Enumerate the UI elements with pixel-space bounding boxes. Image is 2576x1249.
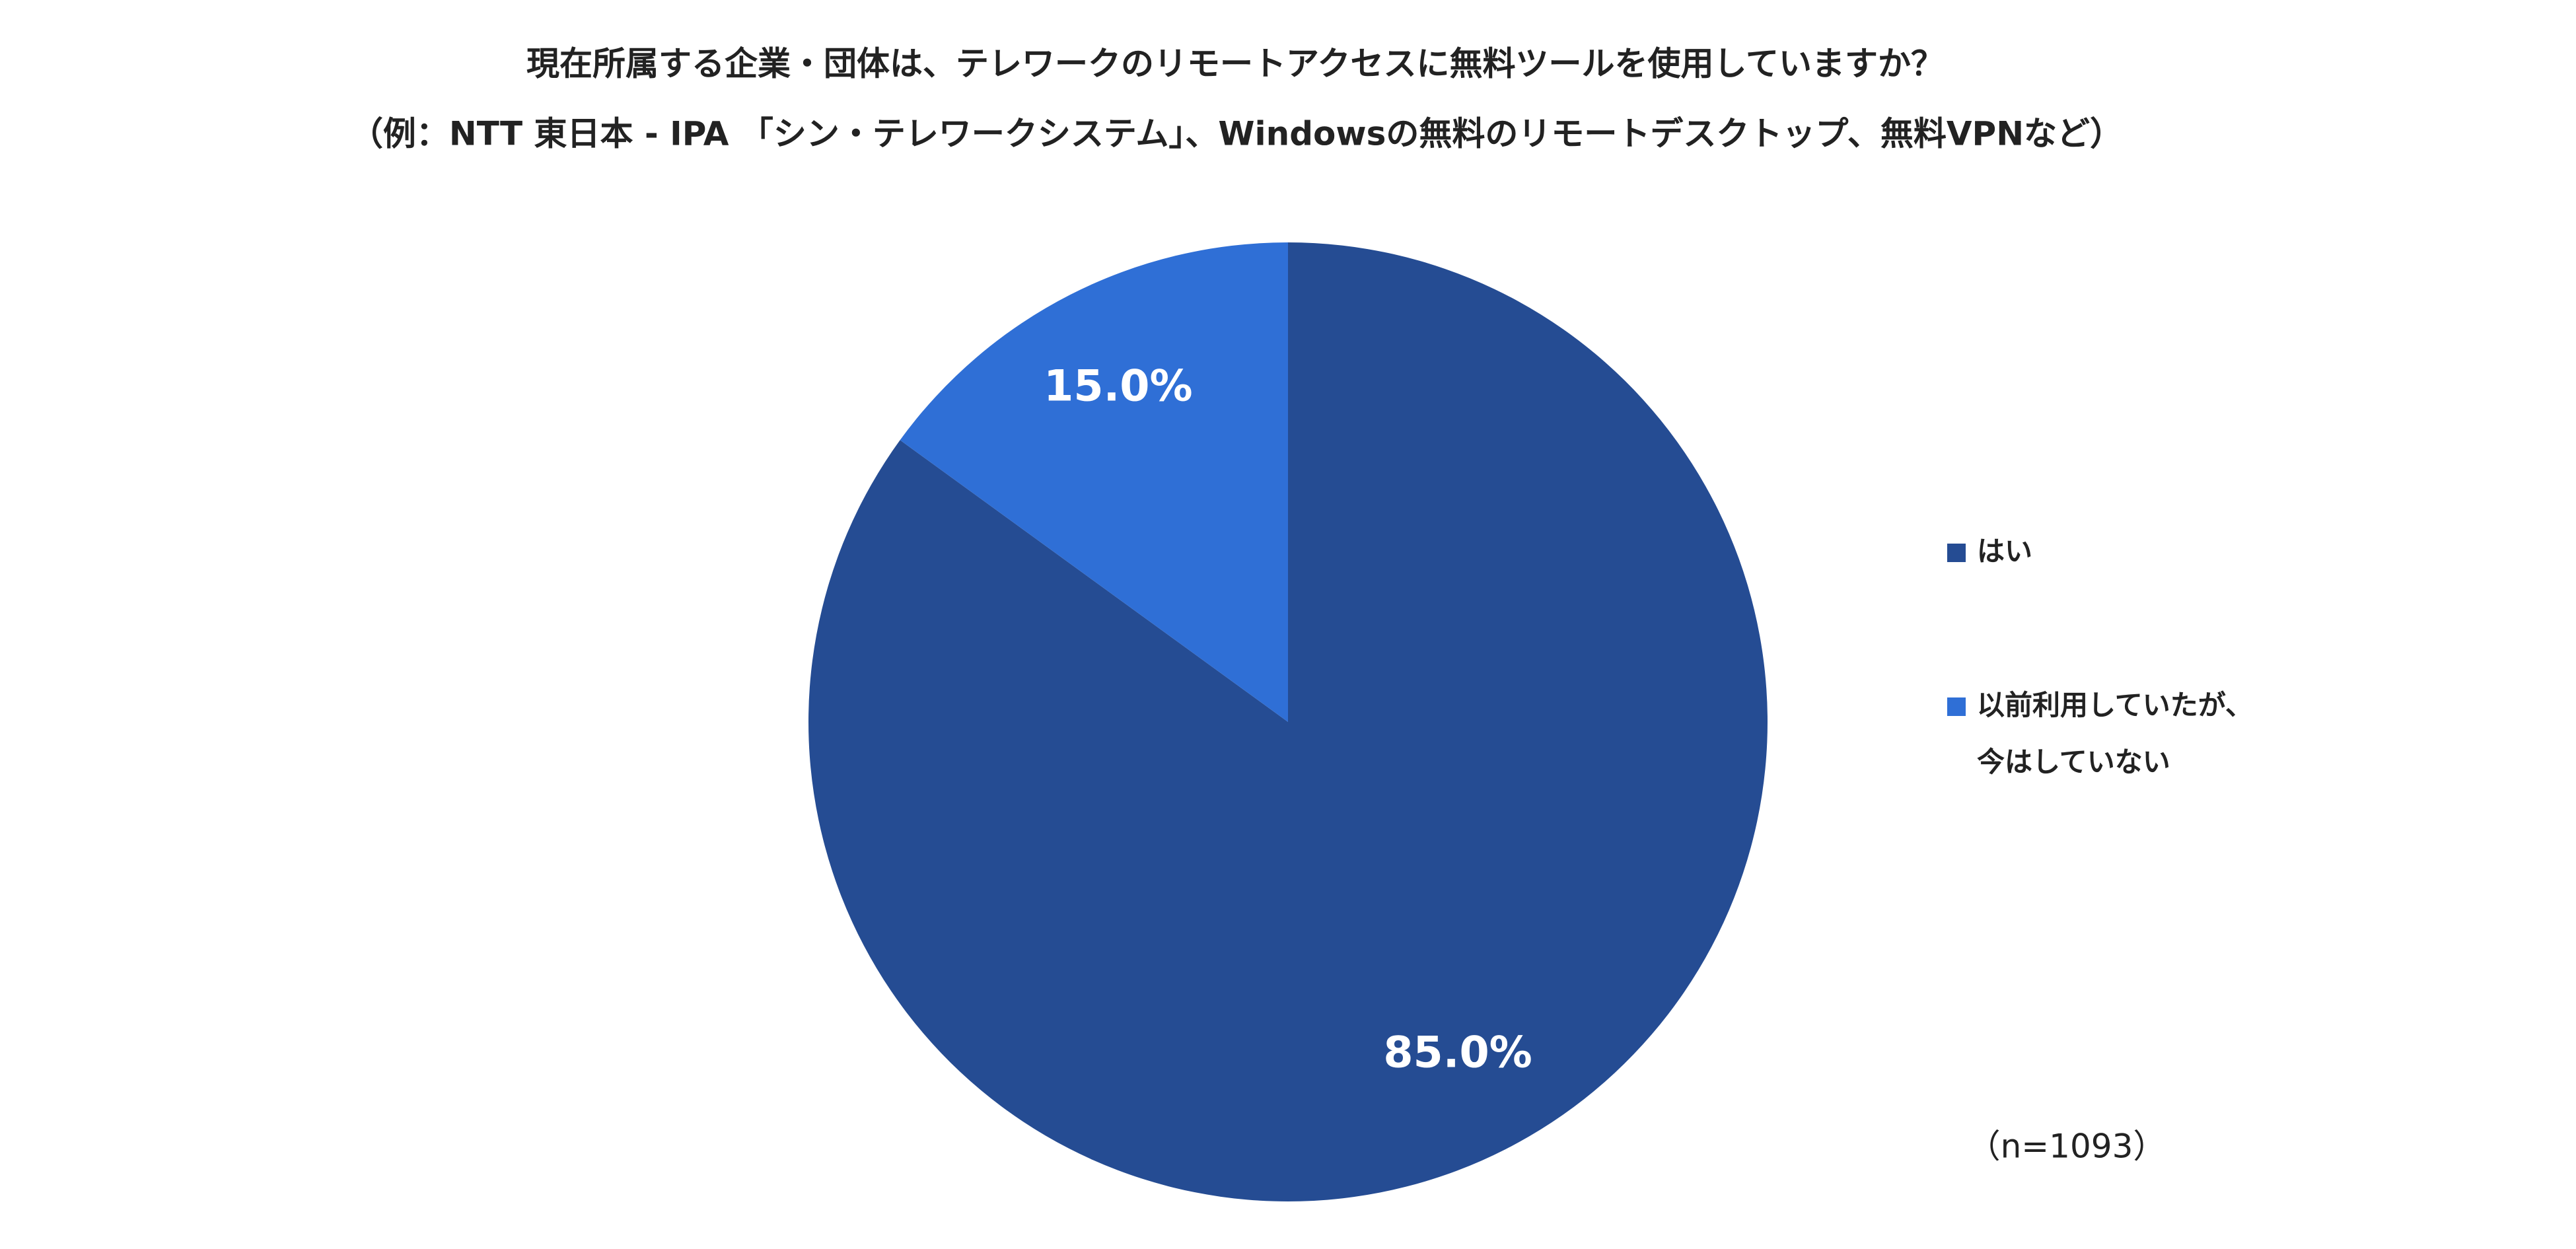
chart-subtitle: （例：NTT 東日本 - IPA 「シン・テレワークシステム」、Windowsの… <box>350 115 2123 153</box>
legend-swatch <box>1947 544 1966 562</box>
legend-swatch <box>1947 697 1966 716</box>
data-label: 85.0% <box>1383 1028 1532 1078</box>
legend-label: 以前利用していたが、今はしていない <box>1977 689 2253 778</box>
sample-size-note: （n=1093） <box>1968 1127 2166 1166</box>
legend-label-line: はい <box>1977 535 2032 567</box>
legend-label-line: 以前利用していたが、 <box>1977 689 2253 721</box>
data-label: 15.0% <box>1044 362 1193 411</box>
legend-label-line: 今はしていない <box>1977 746 2170 778</box>
pie-slice <box>900 242 1288 722</box>
chart-title: 現在所属する企業・団体は、テレワークのリモートアクセスに無料ツールを使用していま… <box>526 45 1944 83</box>
legend-label: はい <box>1977 535 2032 567</box>
